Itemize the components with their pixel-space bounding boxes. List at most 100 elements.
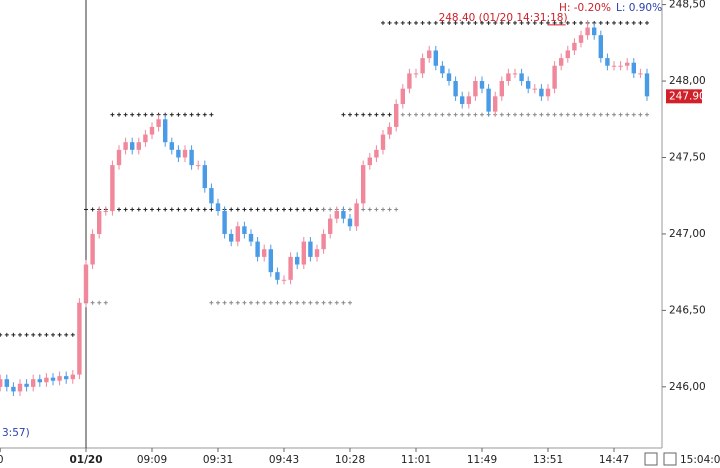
candle-body: [328, 218, 333, 234]
candle-body: [565, 50, 570, 59]
candle-body: [598, 35, 603, 59]
last-price-box: [666, 89, 702, 104]
candle-body: [110, 165, 115, 212]
candle-body: [50, 377, 56, 381]
candle-body: [248, 233, 254, 242]
candle-body: [275, 272, 280, 280]
icon[interactable]: [644, 452, 658, 466]
candle-body: [268, 249, 273, 273]
candle-body: [262, 249, 267, 257]
candle-body: [466, 96, 471, 104]
candle-body: [169, 142, 174, 150]
candle-body: [367, 157, 372, 166]
candle-body: [189, 149, 194, 166]
candle-body: [235, 226, 240, 242]
candle-body: [37, 379, 42, 383]
candle-body: [136, 142, 141, 150]
candle-body: [77, 302, 82, 375]
candle-body: [499, 81, 504, 97]
candle-body: [196, 165, 201, 167]
candle-body: [70, 374, 75, 380]
candle-body: [545, 88, 551, 97]
candle-body: [149, 126, 155, 135]
x-tick-label: 14:47: [599, 454, 629, 466]
candle-body: [334, 211, 339, 219]
high-pct: H: -0.20%: [559, 2, 611, 14]
x-tick-label: 11:49: [467, 454, 497, 466]
candle-body: [585, 27, 590, 36]
candle-body: [209, 188, 214, 204]
x-tick-label: 0: [0, 454, 4, 466]
time-label: 15:04:00: [680, 454, 720, 466]
candle-body: [90, 233, 95, 265]
candle-body: [400, 88, 405, 104]
candle-body: [605, 58, 610, 66]
candle-body: [539, 88, 544, 97]
candle-body: [493, 96, 498, 112]
y-tick-label: 246,50: [669, 304, 706, 316]
candle-body: [255, 241, 260, 257]
candle-body: [631, 62, 636, 74]
candle-body: [354, 203, 359, 227]
candle-body: [0, 379, 3, 387]
candle-body: [321, 233, 326, 250]
left-note: 3:57): [2, 427, 30, 439]
candle-body: [519, 73, 524, 82]
reference-line: [341, 112, 399, 117]
candle-body: [83, 264, 89, 303]
candle-body: [31, 379, 36, 387]
candle-body: [163, 119, 168, 143]
x-tick-label: 09:43: [269, 454, 299, 466]
y-tick-label: 248,50: [669, 0, 706, 11]
x-tick-label: 01/20: [69, 454, 102, 466]
candle-body: [97, 211, 102, 234]
candle-body: [64, 376, 69, 380]
candle-body: [295, 256, 300, 265]
candle-body: [182, 149, 188, 158]
candle-body: [288, 256, 293, 280]
candle-body: [123, 142, 128, 150]
candle-body: [506, 73, 511, 82]
candle-body: [460, 96, 465, 104]
candle-body: [281, 279, 287, 281]
candle-body: [427, 50, 432, 59]
icon[interactable]: [663, 452, 677, 466]
candle-body: [552, 65, 557, 89]
candle-body: [526, 81, 531, 89]
candle-body: [143, 134, 148, 143]
candle-body: [380, 134, 386, 150]
candle-body: [57, 376, 62, 381]
candle-body: [420, 58, 425, 74]
candle-body: [387, 126, 392, 135]
candle-body: [314, 249, 320, 257]
candle-body: [116, 149, 122, 166]
candle-body: [176, 149, 181, 158]
candle-body: [512, 73, 518, 75]
candle-body: [4, 379, 9, 387]
x-tick-label: 10:28: [335, 454, 365, 466]
candle-body: [103, 211, 108, 213]
candle-body: [44, 377, 49, 383]
candle-body: [559, 58, 564, 66]
y-tick-label: 248,00: [669, 75, 706, 87]
candle-body: [479, 81, 485, 89]
candle-body: [625, 62, 630, 66]
candle-body: [17, 383, 23, 392]
candle-body: [644, 73, 650, 97]
y-tick-label: 246,00: [669, 381, 706, 393]
last-price-label: 247.90: [669, 90, 706, 102]
candle-body: [638, 73, 643, 75]
candle-body: [394, 103, 399, 127]
candle-body: [578, 35, 584, 43]
candle-body: [446, 73, 452, 82]
candle-body: [222, 211, 227, 234]
candle-body: [374, 149, 379, 158]
candle-body: [433, 50, 438, 66]
candle-body: [473, 81, 478, 97]
high-label: 248.40 (01/20 14:31:18): [439, 12, 568, 24]
candle-body: [11, 386, 16, 392]
reference-line: [381, 20, 649, 25]
candle-body: [413, 73, 419, 75]
candle-body: [532, 88, 537, 90]
